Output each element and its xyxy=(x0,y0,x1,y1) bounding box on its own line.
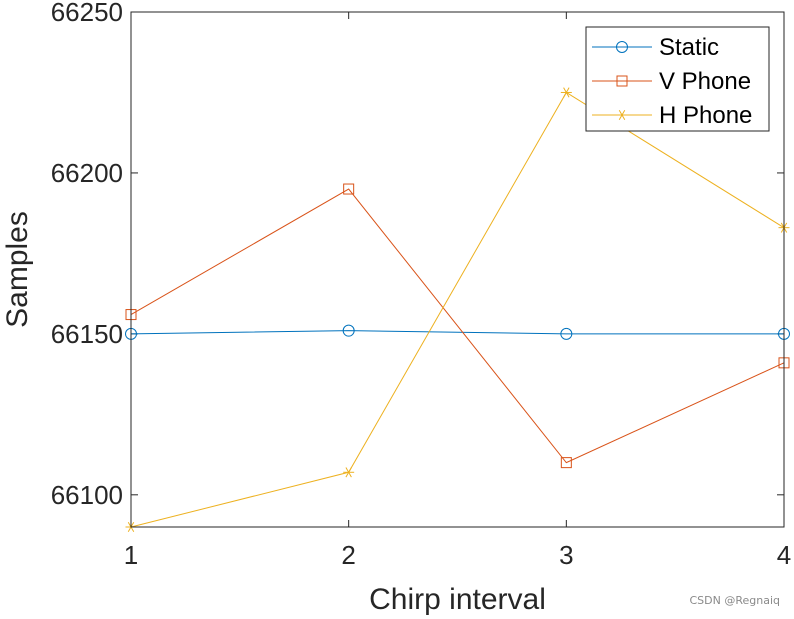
data-point-h-phone xyxy=(560,87,572,98)
x-tick-label: 4 xyxy=(777,540,791,570)
y-tick-label: 66200 xyxy=(51,158,123,188)
legend-marker xyxy=(616,75,628,87)
plot-frame xyxy=(130,11,785,528)
legend-entry-h-phone: H Phone xyxy=(592,102,752,129)
x-axis: 1 2 3 4 xyxy=(124,12,791,570)
watermark-text: CSDN @Regnaiq xyxy=(689,594,780,607)
y-axis: 66100 66150 66200 66250 xyxy=(51,0,784,510)
legend-entry-static: Static xyxy=(592,34,719,61)
legend-marker xyxy=(616,109,628,121)
legend: Static V Phone H Phone xyxy=(585,26,770,132)
data-point-v-phone xyxy=(560,457,572,469)
x-tick-label: 1 xyxy=(124,540,138,570)
legend-entry-v-phone: V Phone xyxy=(592,68,751,95)
legend-label: V Phone xyxy=(659,68,751,95)
legend-marker xyxy=(616,41,628,53)
series-line-static xyxy=(130,330,784,335)
y-tick-label: 66150 xyxy=(51,319,123,349)
legend-label: H Phone xyxy=(659,102,752,129)
series-lines xyxy=(125,87,790,533)
data-point-static xyxy=(342,324,355,337)
y-tick-label: 66250 xyxy=(51,0,123,27)
asterisk-stroke xyxy=(345,467,352,478)
data-point-v-phone xyxy=(343,183,355,195)
x-tick-label: 3 xyxy=(559,540,573,570)
series-h-phone xyxy=(125,87,790,533)
asterisk-stroke xyxy=(618,109,626,121)
y-axis-title: Samples xyxy=(1,211,34,328)
series-line-v-phone xyxy=(130,188,785,464)
legend-label: Static xyxy=(659,34,719,61)
y-tick-label: 66100 xyxy=(51,480,123,510)
data-point-h-phone xyxy=(343,467,355,478)
x-tick-label: 2 xyxy=(341,540,355,570)
x-axis-title: Chirp interval xyxy=(369,583,546,616)
asterisk-stroke xyxy=(563,87,570,98)
data-point-static xyxy=(560,327,573,340)
series-line-h-phone xyxy=(130,91,785,528)
